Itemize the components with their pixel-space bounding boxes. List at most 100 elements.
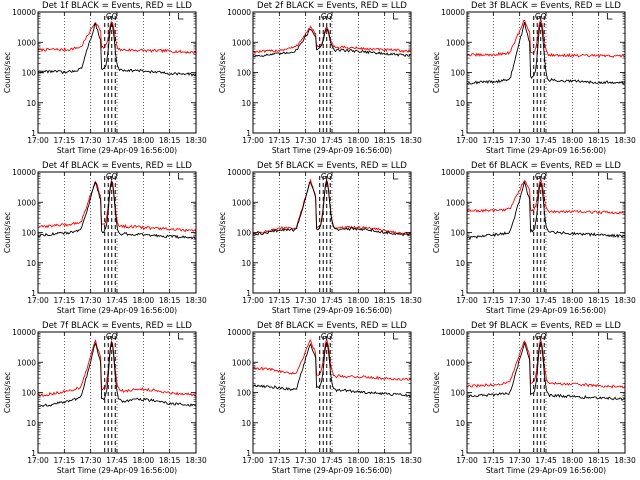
x-tick-label: 18:15 bbox=[374, 456, 396, 465]
series-line-events bbox=[252, 179, 412, 237]
x-tick-label: 17:00 bbox=[456, 296, 478, 305]
x-tick-label: 18:00 bbox=[133, 136, 155, 145]
x-tick-label: 17:15 bbox=[54, 296, 76, 305]
series-line-events bbox=[466, 341, 626, 401]
series-line-events bbox=[37, 22, 197, 77]
chart-title: Det 2f BLACK = Events, RED = LLD bbox=[257, 1, 407, 11]
x-tick-label: 17:45 bbox=[106, 296, 128, 305]
marker-bracket bbox=[178, 13, 184, 20]
chart-title: Det 1f BLACK = Events, RED = LLD bbox=[42, 1, 192, 11]
y-axis-label: Counts/sec bbox=[218, 372, 227, 413]
x-tick-label: 18:15 bbox=[588, 456, 610, 465]
series-line-lld bbox=[37, 339, 197, 398]
marker-bracket bbox=[393, 333, 399, 340]
x-tick-label: 17:30 bbox=[80, 456, 102, 465]
chart-title: Det 9f BLACK = Events, RED = LLD bbox=[471, 321, 621, 331]
x-tick-label: 18:15 bbox=[588, 296, 610, 305]
series-line-lld bbox=[466, 18, 626, 59]
x-tick-label: 17:30 bbox=[509, 456, 531, 465]
y-tick-label: 1 bbox=[460, 449, 465, 458]
x-tick-label: 17:45 bbox=[106, 456, 128, 465]
x-tick-label: 17:30 bbox=[295, 296, 317, 305]
x-tick-label: 17:00 bbox=[242, 456, 264, 465]
y-tick-label: 10000 bbox=[227, 168, 251, 177]
y-tick-label: 10 bbox=[241, 99, 251, 108]
x-tick-label: 18:30 bbox=[614, 296, 636, 305]
marker-label: GO bbox=[321, 332, 333, 341]
x-tick-label: 17:15 bbox=[269, 456, 291, 465]
series-line-events bbox=[252, 341, 412, 398]
x-tick-label: 17:45 bbox=[106, 136, 128, 145]
y-tick-label: 10000 bbox=[441, 328, 465, 337]
x-tick-label: 17:00 bbox=[27, 296, 49, 305]
x-tick-label: 17:15 bbox=[483, 136, 505, 145]
y-tick-label: 100 bbox=[22, 69, 37, 78]
x-tick-label: 17:45 bbox=[321, 456, 343, 465]
y-tick-label: 1 bbox=[246, 129, 251, 138]
y-tick-label: 1000 bbox=[17, 198, 36, 207]
x-tick-label: 17:00 bbox=[27, 456, 49, 465]
y-tick-label: 10 bbox=[26, 259, 36, 268]
series-line-lld bbox=[37, 20, 197, 55]
x-tick-label: 18:30 bbox=[614, 136, 636, 145]
chart-title: Det 8f BLACK = Events, RED = LLD bbox=[257, 321, 407, 331]
y-tick-label: 1000 bbox=[232, 198, 251, 207]
x-axis-label: Start Time (29-Apr-09 16:56:00) bbox=[272, 146, 392, 155]
x-axis-label: Start Time (29-Apr-09 16:56:00) bbox=[486, 306, 606, 315]
series-line-events bbox=[37, 341, 197, 408]
y-tick-label: 100 bbox=[451, 69, 466, 78]
x-tick-label: 17:15 bbox=[54, 456, 76, 465]
x-axis-label: Start Time (29-Apr-09 16:56:00) bbox=[486, 466, 606, 475]
x-tick-label: 17:15 bbox=[269, 296, 291, 305]
x-tick-label: 18:00 bbox=[562, 296, 584, 305]
x-tick-label: 17:15 bbox=[54, 136, 76, 145]
x-tick-label: 17:15 bbox=[269, 136, 291, 145]
y-tick-label: 10 bbox=[455, 259, 465, 268]
x-tick-label: 18:00 bbox=[562, 136, 584, 145]
chart-title: Det 4f BLACK = Events, RED = LLD bbox=[42, 161, 192, 171]
y-axis-label: Counts/sec bbox=[432, 52, 441, 93]
marker-bracket bbox=[607, 333, 613, 340]
x-tick-label: 18:00 bbox=[348, 456, 370, 465]
x-axis-label: Start Time (29-Apr-09 16:56:00) bbox=[57, 306, 177, 315]
series-line-events bbox=[37, 180, 197, 240]
x-tick-label: 18:00 bbox=[348, 136, 370, 145]
series-line-events bbox=[466, 180, 626, 241]
x-tick-label: 18:15 bbox=[374, 136, 396, 145]
marker-label: GO bbox=[106, 332, 118, 341]
marker-bracket bbox=[178, 333, 184, 340]
chart-title: Det 3f BLACK = Events, RED = LLD bbox=[471, 1, 621, 11]
y-tick-label: 100 bbox=[22, 389, 37, 398]
x-tick-label: 18:15 bbox=[374, 296, 396, 305]
y-tick-label: 1 bbox=[246, 449, 251, 458]
y-tick-label: 10 bbox=[241, 259, 251, 268]
marker-label: GO bbox=[535, 12, 547, 21]
x-axis-label: Start Time (29-Apr-09 16:56:00) bbox=[272, 466, 392, 475]
x-axis-label: Start Time (29-Apr-09 16:56:00) bbox=[57, 146, 177, 155]
y-axis-label: Counts/sec bbox=[218, 52, 227, 93]
x-tick-label: 17:45 bbox=[535, 296, 557, 305]
y-tick-label: 1000 bbox=[232, 38, 251, 47]
y-tick-label: 10000 bbox=[227, 328, 251, 337]
y-tick-label: 10000 bbox=[12, 168, 36, 177]
y-tick-label: 1000 bbox=[446, 38, 465, 47]
marker-bracket bbox=[607, 13, 613, 20]
y-tick-label: 10 bbox=[26, 99, 36, 108]
series-line-events bbox=[252, 28, 412, 58]
x-tick-label: 17:00 bbox=[242, 296, 264, 305]
chart-title: Det 7f BLACK = Events, RED = LLD bbox=[42, 321, 192, 331]
x-tick-label: 17:30 bbox=[509, 136, 531, 145]
x-tick-label: 18:00 bbox=[133, 296, 155, 305]
x-tick-label: 17:45 bbox=[321, 136, 343, 145]
y-tick-label: 1000 bbox=[446, 358, 465, 367]
y-tick-label: 1 bbox=[460, 289, 465, 298]
y-tick-label: 10 bbox=[455, 99, 465, 108]
x-axis-label: Start Time (29-Apr-09 16:56:00) bbox=[486, 146, 606, 155]
marker-label: GO bbox=[535, 172, 547, 181]
